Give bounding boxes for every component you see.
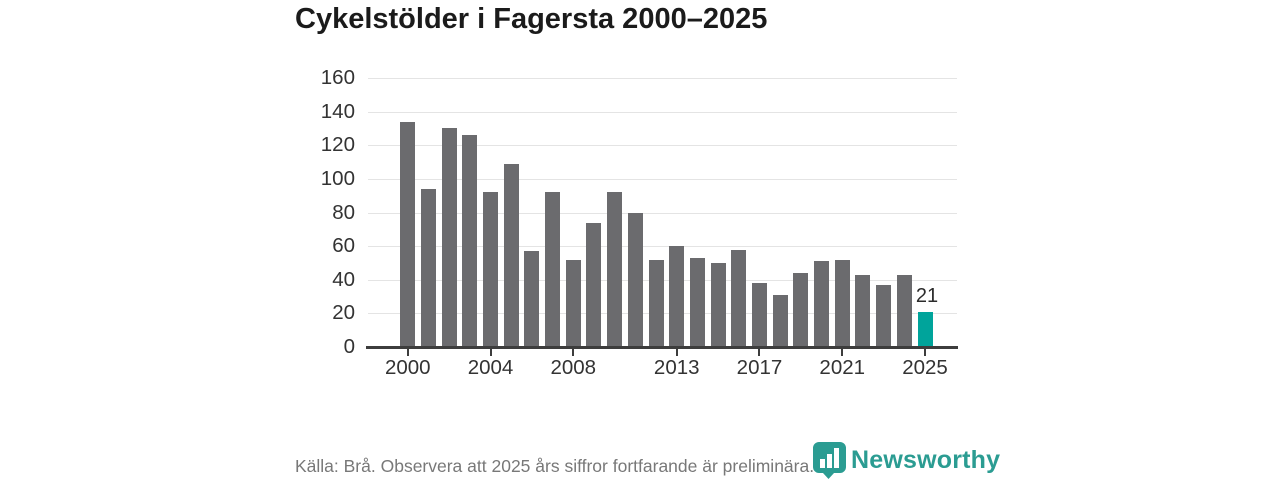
bar-2002 xyxy=(441,128,457,347)
x-axis-tick-2013 xyxy=(675,349,678,356)
newsworthy-logo: Newsworthy xyxy=(813,440,1000,480)
x-axis-label-2017: 2017 xyxy=(736,356,783,379)
y-axis-label-140: 140 xyxy=(320,99,355,123)
x-axis-tick-2017 xyxy=(758,349,761,356)
bar-2023 xyxy=(876,284,892,347)
gridline-y-80 xyxy=(368,212,957,214)
gridline-y-160 xyxy=(368,78,957,79)
y-axis-label-40: 40 xyxy=(332,267,355,291)
bar-2003 xyxy=(462,135,478,347)
x-axis-label-2021: 2021 xyxy=(819,356,866,379)
bar-2007 xyxy=(545,192,561,347)
bar-2014 xyxy=(689,257,705,347)
y-axis-label-120: 120 xyxy=(320,133,355,157)
bar-2016 xyxy=(731,249,747,347)
x-axis-label-2008: 2008 xyxy=(550,356,597,379)
x-axis-tick-2025 xyxy=(924,349,926,356)
bar-2000 xyxy=(400,121,416,347)
bar-2004 xyxy=(483,192,498,347)
y-axis-label-60: 60 xyxy=(332,234,355,258)
y-axis-label-20: 20 xyxy=(332,301,355,325)
y-axis-label-100: 100 xyxy=(320,166,355,190)
x-axis-label-2000: 2000 xyxy=(384,356,431,379)
bar-2015 xyxy=(710,262,726,347)
bar-2022 xyxy=(855,274,871,347)
x-axis-label-2025: 2025 xyxy=(902,356,948,379)
gridline-y-120 xyxy=(368,145,957,147)
bar-2009 xyxy=(586,222,602,347)
bar-2018 xyxy=(772,294,788,347)
y-axis-label-160: 160 xyxy=(320,66,355,89)
x-axis-tick-2008 xyxy=(572,349,575,356)
gridline-y-60 xyxy=(368,246,957,248)
bar-2017 xyxy=(751,283,767,347)
x-axis-tick-2021 xyxy=(841,349,844,356)
bar-2006 xyxy=(524,251,540,347)
gridline-y-100 xyxy=(368,178,957,180)
bar-2011 xyxy=(627,212,643,347)
x-axis-tick-2000 xyxy=(406,349,409,356)
bar-2005 xyxy=(503,163,519,347)
x-axis-tick-2004 xyxy=(489,349,492,356)
newsworthy-bar-chart-banner-icon xyxy=(813,441,846,479)
newsworthy-logo-text: Newsworthy xyxy=(851,445,1001,474)
y-axis-label-80: 80 xyxy=(332,200,355,224)
bar-2021 xyxy=(834,259,850,347)
bar-2008 xyxy=(565,259,581,347)
plot-area: 21 xyxy=(368,78,957,347)
bar-2025 xyxy=(917,311,933,347)
highlight-value-label: 21 xyxy=(915,284,939,307)
source-note: Källa: Brå. Observera att 2025 års siffr… xyxy=(295,456,815,476)
x-axis-label-2004: 2004 xyxy=(467,356,514,379)
x-axis-label-2013: 2013 xyxy=(653,356,700,379)
gridline-y-140 xyxy=(368,111,957,113)
bar-2019 xyxy=(793,273,809,347)
bar-2024 xyxy=(896,274,912,347)
bar-chart: 21 0 20 40 60 80 100 120 140 160 2000 2004 2008 2013… xyxy=(320,66,958,379)
bar-2013 xyxy=(669,246,685,347)
bar-2001 xyxy=(420,188,436,347)
bar-2020 xyxy=(814,261,830,347)
x-axis-baseline xyxy=(366,346,958,349)
y-axis-label-0: 0 xyxy=(343,335,355,358)
bar-2010 xyxy=(607,192,623,347)
bar-2012 xyxy=(648,259,664,347)
page-title: Cykelstölder i Fagersta 2000–2025 xyxy=(295,3,768,35)
